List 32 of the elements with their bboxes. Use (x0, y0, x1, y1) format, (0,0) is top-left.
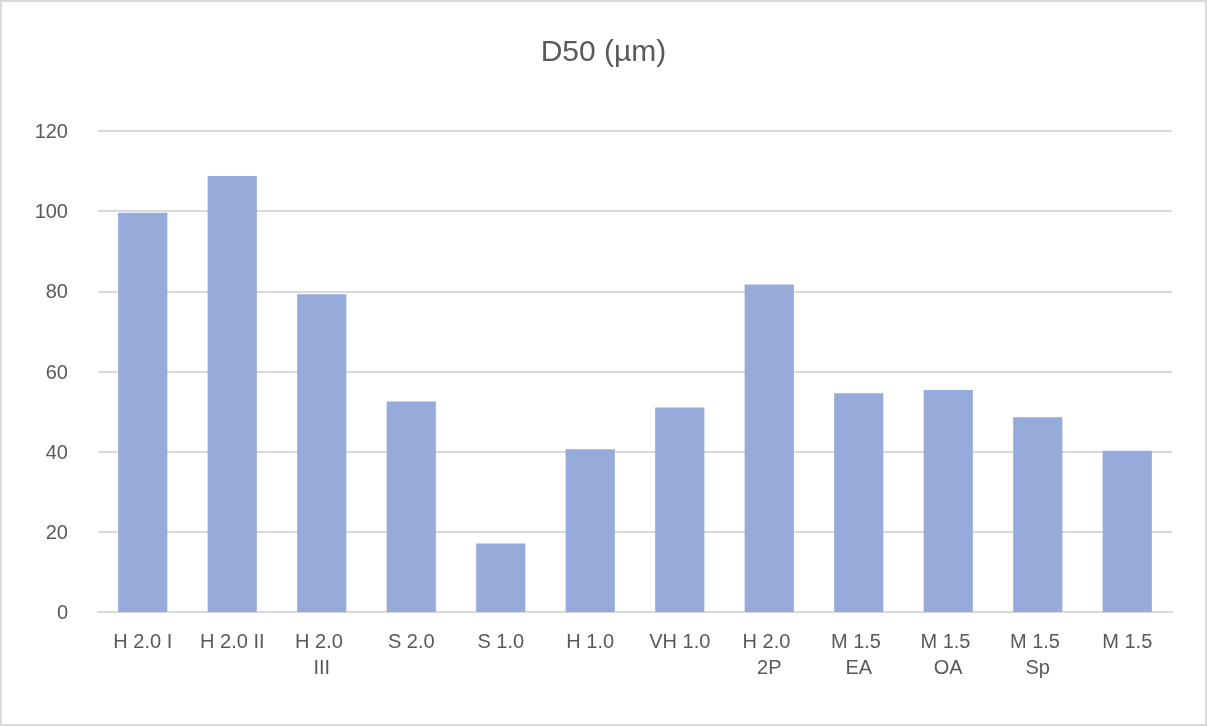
x-tick-label: H 2.0 2P (742, 630, 796, 678)
x-tick-label: M 1.5 OA (920, 630, 977, 678)
y-tick-label: 20 (45, 520, 68, 543)
bar (744, 284, 794, 612)
x-tick-label: M 1.5 Sp (1009, 630, 1066, 678)
y-tick-label: 100 (34, 200, 68, 223)
bar (655, 407, 705, 612)
chart-title: D50 (µm) (540, 33, 667, 67)
y-tick-label: 40 (45, 440, 68, 463)
y-tick-label: 80 (45, 280, 68, 303)
bar (1013, 417, 1063, 612)
x-tick-label: VH 1.0 (649, 630, 711, 652)
x-tick-label: H 1.0 (566, 630, 615, 652)
y-tick-label: 120 (34, 120, 68, 142)
bar (297, 294, 347, 612)
x-tick-label: M 1.5 EA (830, 630, 887, 678)
bar (834, 393, 884, 612)
x-tick-label: S 2.0 (387, 630, 435, 652)
bar (207, 175, 257, 612)
bar (565, 449, 615, 612)
x-tick-label: S 1.0 (477, 630, 525, 652)
bar (476, 543, 526, 612)
bar (118, 212, 168, 612)
x-tick-label: M 1.5 (1102, 630, 1153, 652)
x-tick-label: H 2.0 I (113, 630, 173, 652)
bar (1102, 450, 1152, 612)
x-tick-label: H 2.0 III (295, 630, 349, 678)
bar (923, 389, 973, 612)
bar (386, 401, 436, 612)
y-tick-label: 0 (56, 601, 68, 623)
y-tick-label: 60 (45, 360, 68, 383)
x-tick-label: H 2.0 II (200, 630, 265, 652)
